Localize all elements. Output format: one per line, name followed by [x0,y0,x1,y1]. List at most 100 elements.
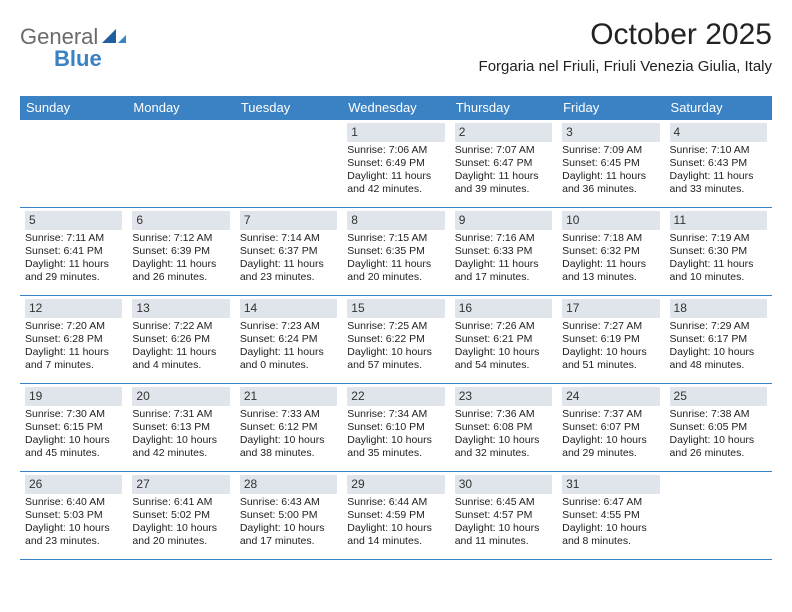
day-number: 15 [347,299,444,318]
day-number: 30 [455,475,552,494]
sunrise-text: Sunrise: 6:40 AM [25,496,122,509]
calendar-day-cell: 13Sunrise: 7:22 AMSunset: 6:26 PMDayligh… [127,296,234,384]
sunrise-text: Sunrise: 7:25 AM [347,320,444,333]
calendar-day-cell: 31Sunrise: 6:47 AMSunset: 4:55 PMDayligh… [557,472,664,560]
sunrise-text: Sunrise: 7:15 AM [347,232,444,245]
sunrise-text: Sunrise: 6:43 AM [240,496,337,509]
daylight-text: Daylight: 10 hours [670,346,767,359]
logo-word-2: Blue [54,46,102,72]
day-number: 9 [455,211,552,230]
weekday-header-row: Sunday Monday Tuesday Wednesday Thursday… [20,96,772,120]
daylight-text: Daylight: 10 hours [455,434,552,447]
day-number: 17 [562,299,659,318]
daylight-text: Daylight: 11 hours [562,258,659,271]
sunset-text: Sunset: 5:02 PM [132,509,229,522]
calendar-day-cell [235,120,342,208]
title-block: October 2025 Forgaria nel Friuli, Friuli… [479,18,772,75]
calendar-day-cell: 7Sunrise: 7:14 AMSunset: 6:37 PMDaylight… [235,208,342,296]
daylight-text: Daylight: 10 hours [240,434,337,447]
calendar-day-cell: 22Sunrise: 7:34 AMSunset: 6:10 PMDayligh… [342,384,449,472]
calendar-day-cell: 17Sunrise: 7:27 AMSunset: 6:19 PMDayligh… [557,296,664,384]
day-number: 2 [455,123,552,142]
calendar-day-cell: 24Sunrise: 7:37 AMSunset: 6:07 PMDayligh… [557,384,664,472]
sunset-text: Sunset: 4:55 PM [562,509,659,522]
sunrise-text: Sunrise: 7:20 AM [25,320,122,333]
day-number: 21 [240,387,337,406]
daylight-text: and 20 minutes. [347,271,444,284]
weekday-header: Thursday [450,96,557,120]
daylight-text: and 11 minutes. [455,535,552,548]
daylight-text: Daylight: 11 hours [25,346,122,359]
calendar-day-cell: 15Sunrise: 7:25 AMSunset: 6:22 PMDayligh… [342,296,449,384]
calendar-day-cell: 6Sunrise: 7:12 AMSunset: 6:39 PMDaylight… [127,208,234,296]
sunrise-text: Sunrise: 7:33 AM [240,408,337,421]
calendar-week-row: 26Sunrise: 6:40 AMSunset: 5:03 PMDayligh… [20,472,772,560]
day-number: 11 [670,211,767,230]
calendar-day-cell: 1Sunrise: 7:06 AMSunset: 6:49 PMDaylight… [342,120,449,208]
daylight-text: and 32 minutes. [455,447,552,460]
day-number: 24 [562,387,659,406]
sunrise-text: Sunrise: 7:16 AM [455,232,552,245]
daylight-text: and 26 minutes. [132,271,229,284]
calendar-day-cell: 10Sunrise: 7:18 AMSunset: 6:32 PMDayligh… [557,208,664,296]
daylight-text: and 23 minutes. [240,271,337,284]
daylight-text: Daylight: 10 hours [132,434,229,447]
daylight-text: and 29 minutes. [25,271,122,284]
day-number: 22 [347,387,444,406]
calendar-day-cell: 16Sunrise: 7:26 AMSunset: 6:21 PMDayligh… [450,296,557,384]
calendar-day-cell: 30Sunrise: 6:45 AMSunset: 4:57 PMDayligh… [450,472,557,560]
daylight-text: Daylight: 10 hours [455,346,552,359]
sunset-text: Sunset: 6:45 PM [562,157,659,170]
location-subtitle: Forgaria nel Friuli, Friuli Venezia Giul… [479,58,772,75]
sunrise-text: Sunrise: 7:22 AM [132,320,229,333]
daylight-text: Daylight: 10 hours [455,522,552,535]
daylight-text: Daylight: 10 hours [240,522,337,535]
sunrise-text: Sunrise: 7:29 AM [670,320,767,333]
sunrise-text: Sunrise: 7:31 AM [132,408,229,421]
day-number: 29 [347,475,444,494]
sunset-text: Sunset: 6:05 PM [670,421,767,434]
sunrise-text: Sunrise: 7:26 AM [455,320,552,333]
daylight-text: Daylight: 11 hours [670,258,767,271]
sunset-text: Sunset: 6:37 PM [240,245,337,258]
daylight-text: and 10 minutes. [670,271,767,284]
sunrise-text: Sunrise: 6:47 AM [562,496,659,509]
sunset-text: Sunset: 6:30 PM [670,245,767,258]
daylight-text: and 42 minutes. [132,447,229,460]
daylight-text: Daylight: 10 hours [347,434,444,447]
sunrise-text: Sunrise: 7:34 AM [347,408,444,421]
daylight-text: Daylight: 11 hours [455,258,552,271]
daylight-text: Daylight: 11 hours [562,170,659,183]
sunrise-text: Sunrise: 7:38 AM [670,408,767,421]
daylight-text: and 17 minutes. [240,535,337,548]
day-number: 8 [347,211,444,230]
sunset-text: Sunset: 6:43 PM [670,157,767,170]
sunset-text: Sunset: 6:07 PM [562,421,659,434]
header: General Blue October 2025 Forgaria nel F… [20,18,772,90]
sunrise-text: Sunrise: 7:27 AM [562,320,659,333]
sunrise-text: Sunrise: 7:30 AM [25,408,122,421]
sunset-text: Sunset: 6:41 PM [25,245,122,258]
sunrise-text: Sunrise: 6:44 AM [347,496,444,509]
daylight-text: Daylight: 10 hours [347,346,444,359]
daylight-text: Daylight: 10 hours [562,434,659,447]
sunrise-text: Sunrise: 7:07 AM [455,144,552,157]
calendar-day-cell: 5Sunrise: 7:11 AMSunset: 6:41 PMDaylight… [20,208,127,296]
day-number: 19 [25,387,122,406]
sunset-text: Sunset: 6:47 PM [455,157,552,170]
day-number: 13 [132,299,229,318]
sunrise-text: Sunrise: 6:41 AM [132,496,229,509]
sunset-text: Sunset: 6:35 PM [347,245,444,258]
sunset-text: Sunset: 6:13 PM [132,421,229,434]
daylight-text: and 45 minutes. [25,447,122,460]
weekday-header: Monday [127,96,234,120]
calendar-week-row: 1Sunrise: 7:06 AMSunset: 6:49 PMDaylight… [20,120,772,208]
calendar-day-cell [665,472,772,560]
day-number: 6 [132,211,229,230]
day-number: 7 [240,211,337,230]
sunset-text: Sunset: 5:00 PM [240,509,337,522]
calendar-day-cell: 23Sunrise: 7:36 AMSunset: 6:08 PMDayligh… [450,384,557,472]
daylight-text: Daylight: 11 hours [670,170,767,183]
sunset-text: Sunset: 6:24 PM [240,333,337,346]
daylight-text: and 0 minutes. [240,359,337,372]
